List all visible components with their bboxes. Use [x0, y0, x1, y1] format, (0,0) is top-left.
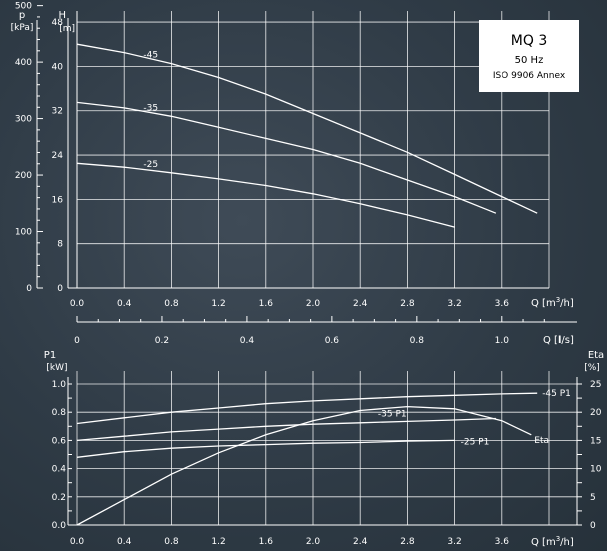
head-x-tick-7: 2.8	[400, 299, 415, 309]
head-curve-minus35	[76, 101, 497, 214]
flow-ls-tick-5: 1.0	[495, 336, 510, 346]
head-y-tick-2: 16	[52, 195, 64, 205]
model-name: MQ 3	[511, 33, 547, 49]
kpa-tick-label-5: 500	[15, 2, 32, 12]
power-x-tick-5: 2.0	[306, 537, 321, 547]
head-chart-grid	[76, 11, 550, 289]
power-curve-label-0: -45 P1	[542, 389, 571, 399]
power-curve-label-2: -25 P1	[461, 437, 490, 447]
power-x-tick-0: 0.0	[70, 537, 85, 547]
eta-axis-title: Eta	[588, 350, 604, 361]
p1-axis-title: P1	[44, 350, 56, 361]
p1-y-tick-4: 0.8	[52, 408, 67, 418]
kpa-tick-label-0: 0	[26, 284, 32, 294]
eta-y-tick-3: 15	[590, 436, 601, 446]
eta-y-tick-5: 25	[590, 380, 601, 390]
eta-y-tick-1: 5	[590, 493, 596, 503]
power-chart-axes	[67, 377, 582, 526]
head-x-tick-9: 3.6	[495, 299, 510, 309]
p1-y-tick-5: 1.0	[52, 380, 67, 390]
head-y-tick-3: 24	[52, 151, 64, 161]
flow-ls-tick-4: 0.8	[410, 336, 425, 346]
head-curve-label-1: -35	[143, 103, 158, 113]
p1-y-tick-3: 0.6	[52, 436, 67, 446]
power-x-tick-3: 1.2	[211, 537, 225, 547]
flow-ls-axis-title: Q [l/s]	[543, 335, 574, 346]
eta-axis-unit: [%]	[584, 363, 600, 373]
p1-axis-unit: [kW]	[46, 363, 67, 373]
power-x-tick-4: 1.6	[259, 537, 274, 547]
power-curve-label-1: -35 P1	[378, 410, 407, 420]
flow-ls-tick-1: 0.2	[155, 336, 169, 346]
kpa-tick-label-4: 400	[15, 58, 32, 68]
p1-y-tick-2: 0.4	[52, 465, 67, 475]
power-x-tick-7: 2.8	[400, 537, 415, 547]
head-x-tick-0: 0.0	[70, 299, 85, 309]
head-x-tick-6: 2.4	[353, 299, 368, 309]
kpa-tick-label-1: 100	[15, 228, 32, 238]
info-box-background	[479, 20, 579, 92]
power-x-tick-6: 2.4	[353, 537, 368, 547]
power-curve-minus35-P1	[76, 417, 496, 442]
power-x-tick-2: 0.8	[164, 537, 179, 547]
eta-y-tick-0: 0	[590, 521, 596, 531]
flow-ls-axis: 0 0.2 0.4 0.6 0.8 1.0 Q [l/s]	[74, 316, 577, 346]
head-chart-labels: 0.0 0.4 0.8 1.2 1.6 2.0 2.4 2.8 3.2 3.6 0 8 16 24 32 40…	[11, 2, 574, 309]
head-curve-label-0: -45	[143, 51, 158, 61]
power-x-axis-title: Q [m3/h]	[531, 535, 574, 548]
head-curve-minus45	[76, 43, 538, 214]
p1-y-tick-1: 0.2	[52, 493, 66, 503]
kpa-tick-label-3: 300	[15, 115, 32, 125]
head-y-tick-5: 40	[52, 62, 64, 72]
head-curve-minus25	[76, 162, 455, 228]
power-x-tick-8: 3.2	[447, 537, 461, 547]
eta-y-tick-2: 10	[590, 465, 602, 475]
kpa-axis-unit: [kPa]	[11, 23, 34, 33]
h-axis-title: H	[58, 10, 66, 21]
head-x-tick-2: 0.8	[164, 299, 179, 309]
standard-label: ISO 9906 Annex	[493, 71, 566, 81]
head-x-tick-4: 1.6	[259, 299, 274, 309]
frequency-label: 50 Hz	[515, 55, 544, 66]
head-x-axis-title: Q [m3/h]	[531, 296, 574, 309]
power-curve-minus25-P1	[76, 439, 455, 458]
power-chart-curves	[76, 392, 538, 526]
head-y-tick-1: 8	[57, 240, 63, 250]
head-x-tick-3: 1.2	[211, 299, 225, 309]
power-curve-minus45-P1	[76, 392, 538, 425]
info-box: MQ 3 50 Hz ISO 9906 Annex	[479, 20, 579, 92]
head-y-tick-6: 48	[52, 18, 64, 28]
head-x-tick-8: 3.2	[447, 299, 461, 309]
head-curve-label-2: -25	[143, 160, 158, 170]
head-x-tick-5: 2.0	[306, 299, 321, 309]
h-axis-unit: [m]	[59, 24, 75, 34]
p1-y-tick-0: 0.0	[52, 521, 67, 531]
power-curve-Eta	[76, 405, 532, 526]
eta-y-tick-4: 20	[590, 408, 602, 418]
flow-ls-tick-2: 0.4	[240, 336, 255, 346]
flow-ls-tick-0: 0	[74, 336, 80, 346]
power-x-tick-9: 3.6	[495, 537, 510, 547]
kpa-tick-label-2: 200	[15, 171, 32, 181]
head-x-tick-1: 0.4	[117, 299, 132, 309]
flow-ls-tick-3: 0.6	[325, 336, 340, 346]
kpa-axis-title: p	[19, 10, 25, 21]
head-chart-axes	[36, 5, 549, 289]
power-x-tick-1: 0.4	[117, 537, 132, 547]
power-chart-labels: 0.0 0.4 0.8 1.2 1.6 2.0 2.4 2.8 3.2 3.6 0.0 0.2 0.4 0…	[44, 350, 604, 548]
head-y-tick-4: 32	[52, 107, 63, 117]
head-chart-curves	[76, 43, 538, 228]
power-curve-label-3: Eta	[534, 436, 549, 446]
head-y-tick-0: 0	[57, 284, 63, 294]
